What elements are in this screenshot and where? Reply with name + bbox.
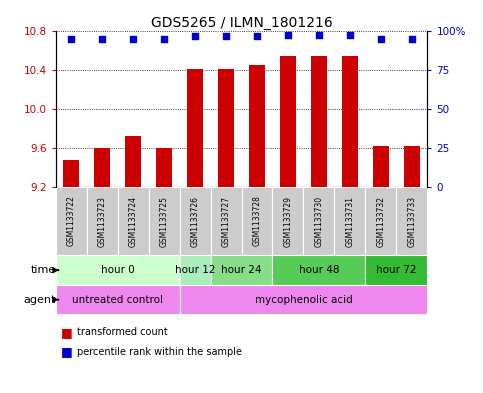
Text: GSM1133733: GSM1133733 bbox=[408, 195, 416, 247]
Bar bbox=[180, 187, 211, 255]
Point bbox=[315, 31, 323, 38]
Bar bbox=[373, 146, 389, 187]
Text: hour 24: hour 24 bbox=[221, 265, 262, 275]
Text: transformed count: transformed count bbox=[77, 327, 168, 337]
Bar bbox=[272, 187, 303, 255]
Point bbox=[346, 31, 354, 38]
Text: agent: agent bbox=[23, 295, 56, 305]
Text: percentile rank within the sample: percentile rank within the sample bbox=[77, 347, 242, 357]
Text: GSM1133729: GSM1133729 bbox=[284, 196, 293, 246]
Text: GSM1133728: GSM1133728 bbox=[253, 196, 261, 246]
Bar bbox=[366, 255, 427, 285]
Bar bbox=[187, 69, 203, 187]
Text: time: time bbox=[30, 265, 56, 275]
Bar bbox=[125, 136, 141, 187]
Text: GSM1133725: GSM1133725 bbox=[159, 196, 169, 246]
Text: GSM1133731: GSM1133731 bbox=[345, 196, 355, 246]
Bar bbox=[397, 187, 427, 255]
Bar bbox=[156, 148, 172, 187]
Text: hour 48: hour 48 bbox=[298, 265, 339, 275]
Bar bbox=[94, 148, 110, 187]
Text: untreated control: untreated control bbox=[72, 295, 163, 305]
Bar bbox=[211, 255, 272, 285]
Point bbox=[129, 36, 137, 42]
Text: mycophenolic acid: mycophenolic acid bbox=[255, 295, 353, 305]
Title: GDS5265 / ILMN_1801216: GDS5265 / ILMN_1801216 bbox=[151, 17, 332, 30]
Text: GSM1133732: GSM1133732 bbox=[376, 196, 385, 246]
Text: ■: ■ bbox=[60, 325, 72, 339]
Bar bbox=[117, 187, 149, 255]
Bar bbox=[334, 187, 366, 255]
Point bbox=[67, 36, 75, 42]
Bar bbox=[249, 65, 265, 187]
Point bbox=[377, 36, 385, 42]
Bar bbox=[311, 56, 327, 187]
Bar bbox=[366, 187, 397, 255]
Bar bbox=[218, 69, 234, 187]
Bar bbox=[63, 160, 79, 187]
Text: GSM1133730: GSM1133730 bbox=[314, 195, 324, 247]
Text: GSM1133726: GSM1133726 bbox=[190, 196, 199, 246]
Bar bbox=[211, 187, 242, 255]
Point bbox=[98, 36, 106, 42]
Bar bbox=[86, 187, 117, 255]
Text: GSM1133724: GSM1133724 bbox=[128, 196, 138, 246]
Text: hour 72: hour 72 bbox=[376, 265, 417, 275]
Text: ■: ■ bbox=[60, 345, 72, 358]
Text: GSM1133722: GSM1133722 bbox=[67, 196, 75, 246]
Bar bbox=[303, 187, 334, 255]
Text: GSM1133723: GSM1133723 bbox=[98, 196, 107, 246]
Bar bbox=[342, 56, 358, 187]
Text: hour 12: hour 12 bbox=[175, 265, 215, 275]
Point bbox=[160, 36, 168, 42]
Bar bbox=[280, 56, 296, 187]
Bar bbox=[404, 146, 420, 187]
Bar bbox=[180, 255, 211, 285]
Bar bbox=[56, 187, 86, 255]
Bar bbox=[56, 285, 180, 314]
Text: hour 0: hour 0 bbox=[100, 265, 134, 275]
Text: GSM1133727: GSM1133727 bbox=[222, 196, 230, 246]
Point bbox=[284, 31, 292, 38]
Bar bbox=[180, 285, 427, 314]
Point bbox=[222, 33, 230, 39]
Point bbox=[191, 33, 199, 39]
Bar bbox=[56, 255, 180, 285]
Point bbox=[408, 36, 416, 42]
Bar bbox=[272, 255, 366, 285]
Bar bbox=[242, 187, 272, 255]
Bar bbox=[149, 187, 180, 255]
Point bbox=[253, 33, 261, 39]
